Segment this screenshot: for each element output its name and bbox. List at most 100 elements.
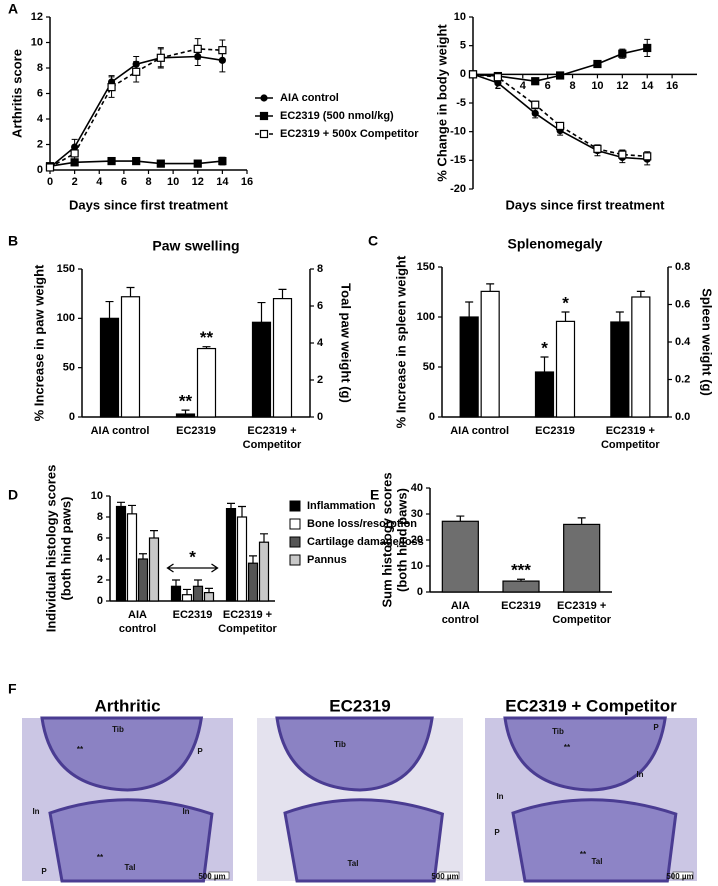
marker: [156, 159, 165, 168]
y-tick-label: 150: [417, 261, 435, 273]
x-tick-label: control: [442, 614, 479, 626]
y2-tick-label: 8: [317, 263, 323, 275]
legend-label: EC2319 + 500x Competitor: [280, 128, 419, 140]
marker: [156, 53, 165, 62]
image-title: EC2319: [329, 696, 390, 715]
image-label: In: [182, 807, 189, 816]
annotation: *: [541, 338, 548, 357]
y-tick-label: 100: [417, 311, 435, 323]
x-tick-label: EC2319: [176, 425, 216, 437]
marker: [107, 156, 116, 166]
bar: [236, 516, 248, 602]
bar: [563, 523, 601, 593]
y2-tick-label: 2: [317, 374, 323, 386]
bar: [631, 296, 651, 418]
error-bar: [202, 346, 211, 349]
panel-label: D: [8, 487, 18, 503]
error-bar: [465, 301, 474, 317]
x-tick-label: 14: [216, 176, 229, 188]
error-bar: [257, 301, 266, 323]
bar: [610, 321, 630, 418]
x-tick-label: Competitor: [243, 439, 302, 451]
error-bar: [117, 501, 125, 507]
bone-upper: [40, 716, 204, 792]
bar: [534, 371, 555, 418]
chart-title: Splenomegaly: [508, 236, 603, 252]
chart-title: Paw swelling: [152, 238, 239, 254]
scale-bar: [208, 871, 230, 880]
legend-swatch: [289, 518, 301, 530]
bar: [441, 520, 479, 593]
x-tick-label: 14: [641, 80, 654, 92]
bar: [225, 508, 237, 602]
bar: [192, 585, 204, 602]
error-bar: [139, 553, 147, 559]
x-tick-label: AIA control: [91, 425, 150, 437]
legend-label: AIA control: [280, 92, 339, 104]
y-tick-label: 10: [91, 490, 103, 502]
bone-lower: [511, 798, 678, 883]
y2-tick-label: 0.6: [675, 298, 690, 310]
error-bar: [128, 504, 136, 514]
image-label: In: [636, 770, 643, 779]
image-label: Tal: [592, 857, 603, 866]
x-tick-label: Competitor: [218, 623, 277, 635]
y-axis-label: % Increase in spleen weight: [393, 255, 408, 428]
legend-label: Inflammation: [307, 500, 376, 512]
legend-marker: [259, 111, 269, 121]
y-tick-label: -10: [450, 126, 466, 138]
y-tick-label: 6: [37, 87, 43, 99]
annotation: **: [200, 328, 214, 347]
image-label: Tal: [348, 859, 359, 868]
y2-tick-label: 0.0: [675, 411, 690, 423]
error-bar: [181, 409, 190, 415]
bar: [196, 347, 217, 418]
x-tick-label: EC2319: [173, 609, 213, 621]
image-label: P: [494, 828, 500, 837]
x-tick-label: EC2319: [535, 425, 575, 437]
panel-label: F: [8, 681, 17, 697]
bar: [148, 537, 160, 602]
x-tick-label: AIA: [451, 600, 470, 612]
x-tick-label: 4: [520, 80, 527, 92]
marker: [643, 43, 652, 53]
y2-tick-label: 4: [317, 337, 324, 349]
x-tick-label: 0: [47, 176, 53, 188]
y-tick-label: -20: [450, 183, 466, 195]
marker: [132, 156, 141, 166]
bar: [175, 413, 196, 418]
bone-upper: [503, 716, 667, 792]
error-bar: [615, 311, 624, 322]
y2-tick-label: 6: [317, 300, 323, 312]
bar: [555, 320, 576, 418]
legend-marker: [260, 94, 268, 102]
x-tick-label: EC2319 +: [606, 425, 655, 437]
marker: [193, 159, 202, 168]
x-tick-label: 6: [545, 80, 551, 92]
marker: [107, 83, 116, 92]
y2-tick-label: 0: [317, 411, 323, 423]
marker: [556, 121, 565, 131]
y-tick-label: 2: [97, 574, 103, 586]
bone-lower: [48, 798, 214, 883]
scale-bar: [672, 871, 694, 880]
image-label: P: [653, 723, 659, 732]
x-tick-label: AIA control: [450, 425, 509, 437]
image-title: Arthritic: [94, 696, 160, 715]
error-bar: [249, 555, 257, 564]
y-axis-label: (both hind paws): [58, 497, 73, 601]
legend-label: Cartilage damage/loss: [307, 536, 424, 548]
error-bar: [150, 530, 158, 538]
y-tick-label: 150: [57, 263, 75, 275]
error-bar: [205, 587, 213, 593]
x-tick-label: 16: [241, 176, 253, 188]
marker: [468, 70, 478, 79]
bar: [459, 316, 479, 418]
error-bar: [561, 311, 570, 322]
micrograph: [485, 716, 697, 883]
micrograph: [257, 716, 463, 883]
bar: [137, 558, 149, 602]
image-label: 500 µm: [431, 872, 458, 881]
y2-axis-label: Spleen weight (g): [700, 288, 715, 396]
marker: [593, 144, 602, 153]
